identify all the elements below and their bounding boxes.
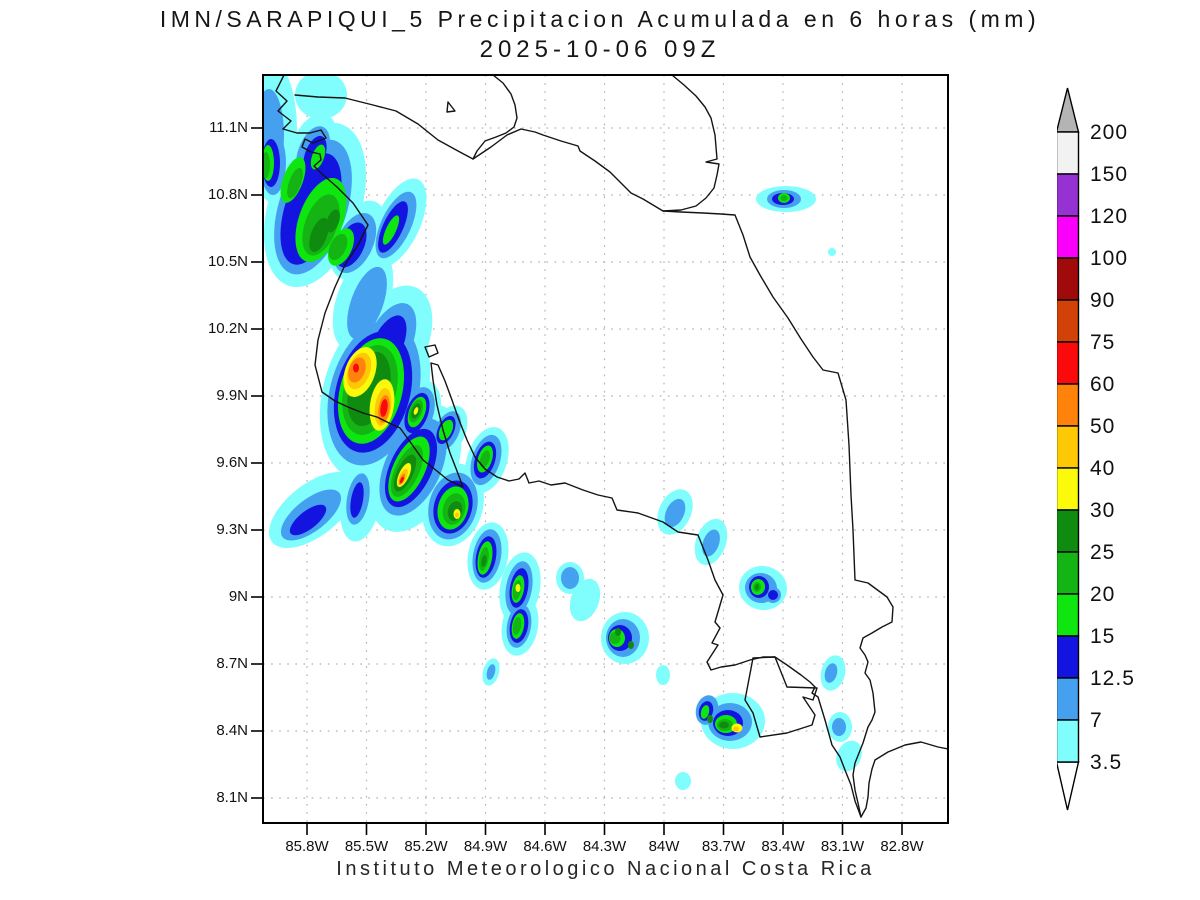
colorbar-box bbox=[1057, 383, 1080, 427]
colorbar-legend: 200 150 120 100 90 75 60 50 40 30 25 20 15 12.5 7 3.5 bbox=[1057, 86, 1200, 826]
colorbar-value-150: 150 bbox=[1090, 163, 1129, 186]
colorbar-value-60: 60 bbox=[1090, 373, 1116, 396]
colorbar-box bbox=[1057, 215, 1080, 259]
nicaragua-border-caribbean-coast bbox=[294, 94, 894, 818]
colorbar-box bbox=[1057, 635, 1080, 679]
lat-label-9.9N: 9.9N bbox=[216, 387, 248, 404]
axis-ticks bbox=[251, 127, 903, 835]
colorbar-arrow-top bbox=[1057, 87, 1080, 133]
colorbar-value-30: 30 bbox=[1090, 499, 1116, 522]
lat-label-8.4N: 8.4N bbox=[216, 722, 248, 739]
colorbar-value-50: 50 bbox=[1090, 415, 1116, 438]
colorbar-value-25: 25 bbox=[1090, 541, 1116, 564]
colorbar-value-120: 120 bbox=[1090, 205, 1129, 228]
colorbar-box bbox=[1057, 341, 1080, 385]
colorbar-box bbox=[1057, 551, 1080, 595]
osa-peninsula-outline bbox=[744, 656, 818, 738]
lon-label-84W: 84W bbox=[648, 838, 680, 855]
lon-label-84.9W: 84.9W bbox=[463, 838, 508, 855]
colorbar-value-12.5: 12.5 bbox=[1090, 667, 1135, 690]
lat-label-10.8N: 10.8N bbox=[207, 186, 248, 203]
lon-label-82.8W: 82.8W bbox=[880, 838, 924, 855]
lon-label-85.8W: 85.8W bbox=[285, 838, 329, 855]
colorbar-box bbox=[1057, 509, 1080, 553]
colorbar-value-20: 20 bbox=[1090, 583, 1116, 606]
lon-label-84.6W: 84.6W bbox=[523, 838, 567, 855]
lat-label-10.5N: 10.5N bbox=[207, 253, 248, 270]
colorbar-value-90: 90 bbox=[1090, 289, 1116, 312]
colorbar-box bbox=[1057, 677, 1080, 721]
lon-label-83.1W: 83.1W bbox=[820, 838, 865, 855]
colorbar-scale bbox=[1057, 87, 1080, 811]
lat-label-8.7N: 8.7N bbox=[216, 655, 248, 672]
colorbar-box bbox=[1057, 131, 1080, 175]
lat-label-9.3N: 9.3N bbox=[216, 521, 248, 538]
lon-label-85.2W: 85.2W bbox=[404, 838, 448, 855]
colorbar-box bbox=[1057, 593, 1080, 637]
page-subtitle-datetime: 2025-10-06 09Z bbox=[479, 36, 721, 63]
lat-label-10.2N: 10.2N bbox=[207, 320, 248, 337]
colorbar-value-15: 15 bbox=[1090, 625, 1116, 648]
colorbar-value-3.5: 3.5 bbox=[1090, 751, 1123, 774]
lon-label-84.3W: 84.3W bbox=[582, 838, 627, 855]
lat-label-11.1N: 11.1N bbox=[209, 119, 248, 136]
colorbar-value-75: 75 bbox=[1090, 331, 1116, 354]
lon-label-83.4W: 83.4W bbox=[761, 838, 805, 855]
colorbar-box bbox=[1057, 173, 1080, 217]
coastline-costa-rica bbox=[275, 75, 948, 818]
colorbar-box bbox=[1057, 467, 1080, 511]
colorbar-box bbox=[1057, 425, 1080, 469]
lat-label-8.1N: 8.1N bbox=[216, 789, 248, 806]
lake-island bbox=[446, 101, 456, 113]
lat-label-9N: 9N bbox=[228, 588, 248, 605]
colorbar-box bbox=[1057, 299, 1080, 343]
colorbar-arrow-bottom bbox=[1057, 761, 1080, 811]
colorbar-value-100: 100 bbox=[1090, 247, 1129, 270]
page-title: IMN/SARAPIQUI_5 Precipitacion Acumulada … bbox=[159, 6, 1041, 32]
lon-label-83.7W: 83.7W bbox=[701, 838, 746, 855]
colorbar-value-7: 7 bbox=[1090, 709, 1103, 732]
pacific-coastline bbox=[275, 75, 948, 818]
colorbar-boxes bbox=[1057, 131, 1080, 763]
precipitation-shading bbox=[263, 75, 862, 790]
colorbar-box bbox=[1057, 257, 1080, 301]
lake-nicaragua-shore bbox=[472, 75, 518, 160]
precipitation-map bbox=[251, 74, 949, 835]
lon-label-85.5W: 85.5W bbox=[344, 838, 389, 855]
map-frame bbox=[262, 74, 949, 824]
footer-attribution: Instituto Meteorologico Nacional Costa R… bbox=[336, 858, 875, 880]
chira-island bbox=[424, 344, 439, 358]
precip-level-60mm bbox=[353, 363, 405, 484]
colorbar-box bbox=[1057, 719, 1080, 763]
colorbar-value-200: 200 bbox=[1090, 121, 1129, 144]
nicaragua-caribbean-coast bbox=[662, 75, 720, 212]
colorbar-value-40: 40 bbox=[1090, 457, 1116, 480]
lat-label-9.6N: 9.6N bbox=[216, 454, 248, 471]
